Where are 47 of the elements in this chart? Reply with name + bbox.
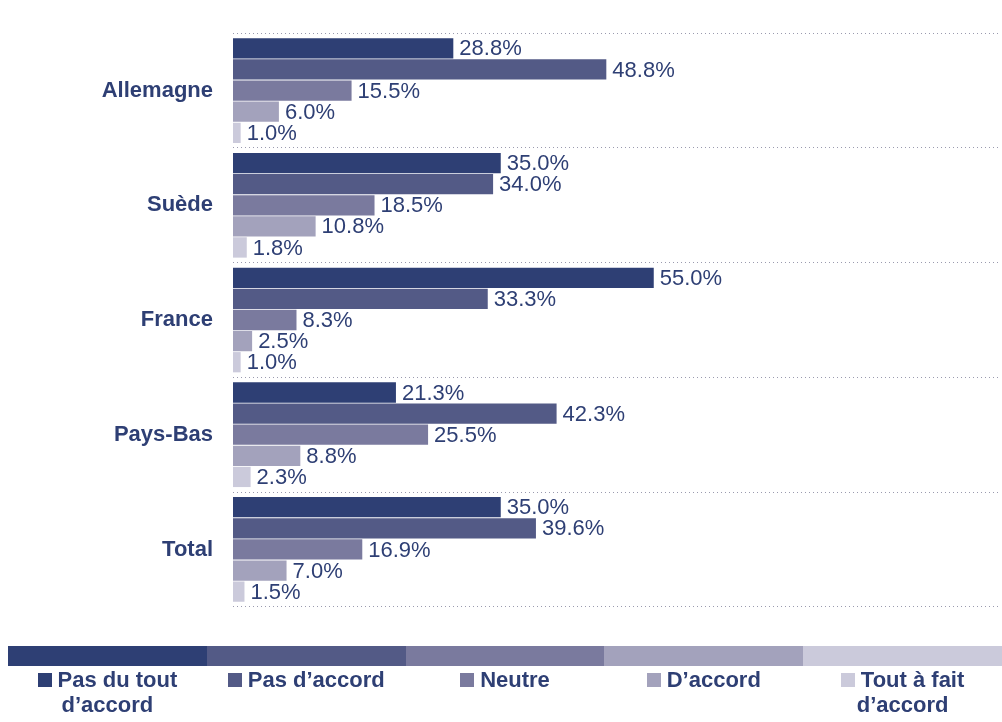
data-label: 8.8% xyxy=(306,442,357,468)
data-label: 25.5% xyxy=(434,421,497,447)
legend-label: D’accord xyxy=(666,667,761,692)
data-label: 21.3% xyxy=(401,379,465,405)
bar xyxy=(233,216,316,237)
data-label: 28.8% xyxy=(459,35,522,61)
bar xyxy=(233,267,654,288)
bar xyxy=(233,237,247,258)
legend-label: Pas d’accord xyxy=(247,667,385,692)
bar xyxy=(233,382,396,403)
bar xyxy=(233,174,494,195)
bar xyxy=(233,352,241,373)
bar xyxy=(233,466,251,488)
bar xyxy=(233,581,245,602)
bar xyxy=(233,424,429,445)
legend-label: Neutre xyxy=(480,667,550,692)
data-label: 55.0% xyxy=(659,264,723,290)
bar xyxy=(233,309,297,331)
data-label: 15.5% xyxy=(357,77,420,103)
data-label: 48.8% xyxy=(612,56,675,82)
bar xyxy=(233,560,287,581)
bar xyxy=(233,195,375,216)
bar xyxy=(233,101,279,122)
bar xyxy=(233,403,557,424)
legend-label: Pas du tout d’accord xyxy=(57,667,178,717)
data-label: 16.9% xyxy=(368,536,431,562)
legend-label: Tout à fait d’accord xyxy=(856,667,965,717)
bar xyxy=(233,288,488,310)
bar xyxy=(233,80,352,101)
bar xyxy=(233,445,301,466)
bar xyxy=(233,38,454,59)
bar xyxy=(233,122,241,143)
data-label: 2.3% xyxy=(256,464,307,489)
y-tick-label: Total xyxy=(162,535,213,561)
y-tick-label: Suède xyxy=(146,191,213,217)
y-tick-label: Allemagne xyxy=(101,76,213,102)
bar xyxy=(233,539,363,560)
data-label: 1.8% xyxy=(252,234,303,260)
y-tick-label: France xyxy=(140,306,213,332)
bar xyxy=(233,59,607,80)
bar xyxy=(233,518,536,539)
y-tick-label: Pays-Bas xyxy=(113,420,213,446)
bar xyxy=(233,497,501,518)
data-label: 42.3% xyxy=(562,400,625,426)
bar xyxy=(233,330,253,352)
data-label: 33.3% xyxy=(493,285,557,311)
bar xyxy=(233,152,501,174)
